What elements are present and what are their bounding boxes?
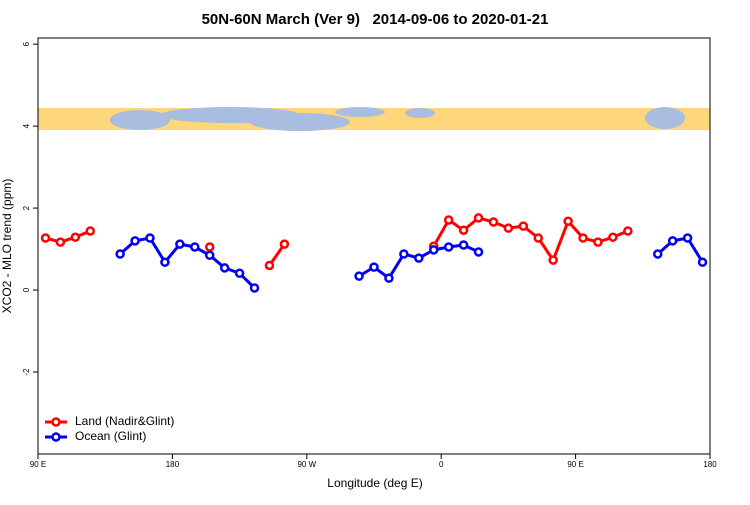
point	[623, 226, 633, 236]
point	[204, 250, 215, 260]
legend-marker	[51, 417, 61, 427]
point	[488, 217, 499, 227]
point	[369, 262, 379, 272]
chart-title: 50N-60N March (Ver 9) 2014-09-06 to 2020…	[202, 11, 549, 28]
point	[219, 263, 230, 273]
point	[234, 268, 245, 279]
plot-frame	[37, 37, 711, 455]
point	[130, 236, 140, 246]
point	[175, 239, 185, 249]
point	[399, 249, 409, 259]
point	[264, 260, 275, 271]
point	[443, 215, 454, 225]
point	[593, 237, 603, 247]
point	[70, 232, 81, 242]
point	[458, 225, 469, 235]
point	[443, 242, 454, 252]
x-axis-label: Longitude (deg E)	[327, 476, 422, 490]
point	[473, 213, 484, 223]
point	[503, 223, 514, 233]
y-tick-label: 6	[22, 41, 31, 46]
x-tick-label: 180	[166, 460, 180, 469]
point	[190, 242, 200, 252]
point	[667, 236, 678, 246]
x-tick-label: 90 E	[567, 460, 583, 469]
x-tick-label: 180	[703, 460, 717, 469]
point	[204, 242, 215, 252]
x-tick-label: 90 W	[297, 460, 316, 469]
point	[55, 237, 66, 247]
point	[145, 233, 155, 243]
y-axis-label: XCO2 - MLO trend (ppm)	[0, 179, 14, 314]
point	[249, 283, 260, 293]
point	[518, 221, 529, 231]
point	[160, 257, 170, 267]
point	[354, 271, 364, 281]
point	[40, 233, 51, 243]
y-tick-label: 4	[22, 123, 31, 128]
point	[458, 240, 469, 250]
point	[608, 232, 618, 242]
point	[428, 245, 439, 255]
point	[115, 249, 125, 259]
x-tick-label: 0	[439, 460, 444, 469]
y-tick-label: 0	[22, 287, 31, 292]
legend-label: Ocean (Glint)	[75, 429, 146, 443]
point	[682, 233, 693, 243]
point	[85, 226, 96, 236]
point	[473, 247, 484, 257]
y-tick-label: -2	[22, 368, 31, 376]
x-tick-label: 90 E	[30, 460, 46, 469]
point	[279, 239, 290, 249]
point	[697, 257, 708, 267]
legend-marker	[51, 432, 61, 442]
point	[548, 255, 558, 265]
point	[414, 253, 424, 263]
legend-label: Land (Nadir&Glint)	[75, 414, 174, 428]
point	[563, 216, 573, 226]
point	[533, 233, 544, 243]
point	[652, 249, 663, 259]
map-strip	[38, 107, 710, 131]
y-tick-label: 2	[22, 205, 31, 210]
point	[384, 273, 394, 283]
point	[578, 233, 588, 243]
